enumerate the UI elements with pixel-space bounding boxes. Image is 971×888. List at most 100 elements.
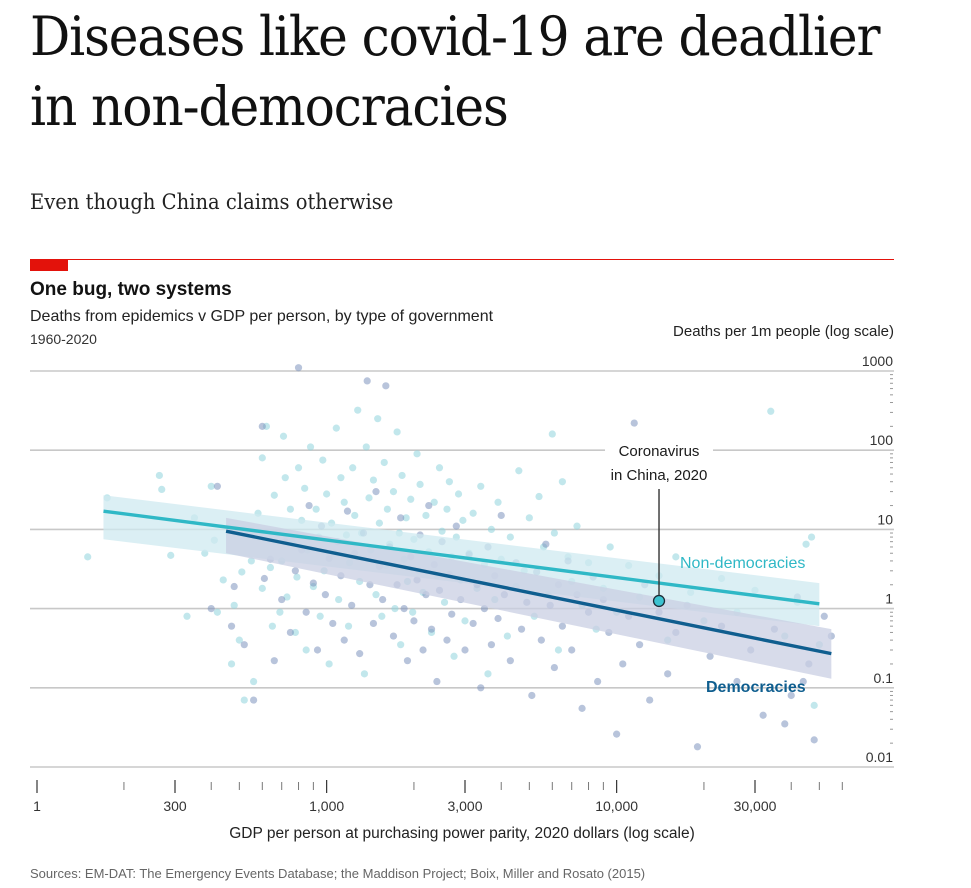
y-tick-label: 10 [877, 511, 893, 527]
data-point [286, 505, 295, 513]
data-point [487, 641, 496, 649]
data-point [250, 677, 258, 686]
data-point [594, 677, 602, 686]
data-point [452, 522, 460, 530]
data-point [247, 557, 255, 565]
data-point [258, 422, 266, 430]
data-point [240, 696, 248, 704]
sources-note: Sources: EM-DAT: The Emergency Events Da… [30, 866, 646, 881]
chart-title: One bug, two systems [30, 279, 232, 300]
scatter-chart: 1000 100 10 1 0.1 0.01 Non-democracies Democra… [30, 353, 894, 842]
data-point [238, 568, 246, 576]
china-2020-marker [652, 594, 666, 608]
data-point [767, 407, 775, 415]
data-point [438, 527, 446, 535]
data-point [340, 498, 348, 506]
non-democracy-confidence-band [103, 495, 820, 627]
data-point [407, 495, 415, 503]
democracies-label: Democracies [706, 679, 806, 696]
data-point [554, 646, 563, 654]
data-point [550, 663, 558, 672]
data-point [484, 670, 492, 678]
democracy-confidence-band [226, 517, 832, 679]
data-point [360, 670, 369, 678]
data-point [319, 456, 327, 464]
data-point [517, 625, 526, 633]
data-point [548, 430, 556, 438]
data-point [422, 511, 430, 520]
data-point [664, 670, 672, 678]
data-point [799, 677, 807, 686]
data-point [230, 582, 238, 591]
data-point [281, 474, 289, 482]
data-point [369, 619, 378, 628]
data-point [369, 476, 378, 484]
data-point [356, 650, 364, 658]
data-point [506, 657, 514, 665]
data-point [227, 622, 236, 630]
y-axis-title: Deaths per 1m people (log scale) [673, 323, 894, 340]
data-point [537, 636, 545, 644]
data-point [278, 595, 286, 604]
data-point [477, 482, 485, 490]
data-point [781, 720, 789, 728]
data-point [240, 641, 248, 649]
data-point [448, 610, 456, 618]
data-point [305, 501, 313, 510]
data-point [403, 657, 412, 665]
data-point [84, 553, 92, 561]
x-tick-label: 1 [33, 798, 41, 814]
data-point [351, 511, 359, 520]
data-point [487, 525, 496, 533]
data-point [279, 432, 288, 440]
data-point [312, 505, 320, 513]
data-point [810, 736, 818, 744]
data-point [494, 498, 502, 506]
data-point [155, 471, 163, 480]
data-point [340, 636, 348, 644]
data-point [445, 478, 453, 486]
data-point [393, 428, 401, 436]
data-point [348, 601, 356, 609]
data-point [558, 478, 566, 486]
data-point [207, 482, 215, 490]
data-point [294, 364, 303, 372]
y-tick-label: 0.1 [874, 670, 894, 686]
top-rule [30, 259, 894, 260]
data-point [302, 608, 310, 616]
data-point [349, 464, 357, 472]
data-point [535, 492, 543, 501]
data-point [440, 598, 449, 606]
data-point [323, 490, 331, 498]
data-point [335, 595, 343, 604]
data-point [301, 484, 309, 492]
brand-tag [30, 259, 68, 271]
data-point [672, 553, 680, 561]
data-point [389, 632, 398, 640]
data-point [270, 657, 278, 665]
data-point [787, 691, 795, 700]
data-point [362, 443, 370, 451]
data-point [293, 573, 301, 581]
data-point [469, 509, 477, 517]
data-point [820, 612, 828, 620]
confidence-bands [103, 495, 832, 679]
annotation-group: Coronavirus in China, 2020 [605, 440, 714, 608]
y-tick-label: 0.01 [866, 749, 893, 765]
data-point [802, 540, 810, 548]
annotation-text-line2: in China, 2020 [611, 467, 708, 484]
trend-lines: Non-democracies Democracies [103, 509, 832, 696]
data-point [270, 491, 278, 499]
headline: Diseases like covid-19 are deadlier in n… [30, 5, 880, 138]
data-point [494, 614, 502, 623]
non-democracy-trend-line [103, 509, 820, 606]
standfirst: Even though China claims otherwise [30, 190, 394, 214]
data-point [316, 612, 324, 620]
data-point [416, 480, 424, 488]
data-point [443, 505, 451, 513]
data-point [380, 458, 388, 467]
x-tick-label: 10,000 [595, 798, 638, 814]
data-point [619, 660, 627, 668]
data-point [337, 474, 345, 482]
data-point [646, 696, 654, 704]
